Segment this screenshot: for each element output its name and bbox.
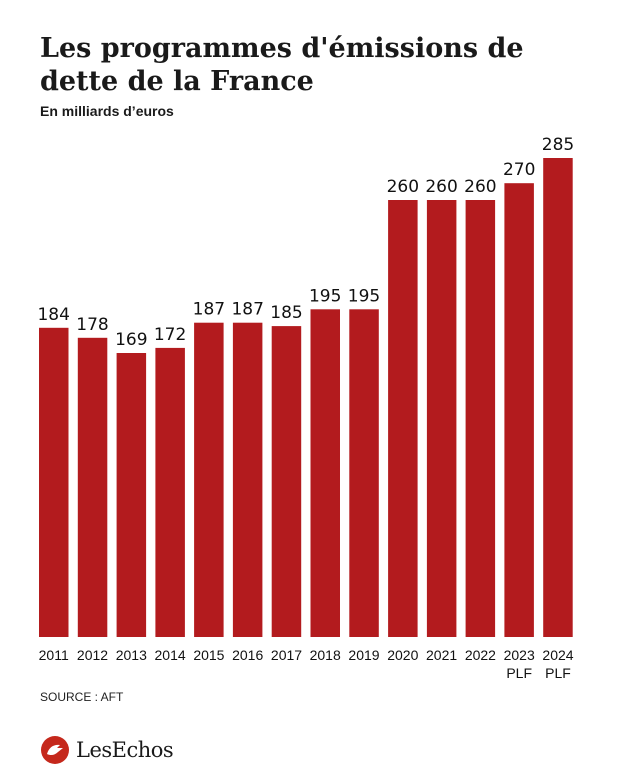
value-label-2018: 195 [309, 286, 341, 306]
bar-2020 [388, 200, 418, 637]
tick-label-2017: 2017 [271, 647, 302, 663]
les-echos-emblem-icon [41, 736, 69, 764]
bar-2021 [426, 200, 457, 637]
tick-label-2018: 2018 [310, 647, 341, 663]
tick-label-2014: 2014 [155, 647, 186, 663]
bar-2022 [465, 200, 496, 637]
bars-group [39, 158, 573, 637]
bar-chart: 184 178 169 172 187 187 185 195 195 260 260 260 270 2… [37, 135, 574, 681]
tick-label-2022: 2022 [465, 647, 496, 663]
value-label-2015: 187 [193, 300, 225, 320]
bar-2016 [232, 322, 263, 637]
value-label-2016: 187 [231, 300, 263, 320]
bar-2013 [116, 353, 147, 637]
tick-label-2016: 2016 [232, 647, 263, 663]
brand-logo: LesEchos [40, 733, 174, 767]
value-label-2024: 285 [542, 135, 574, 155]
bar-2018 [310, 309, 340, 637]
chart-title: Les programmes d'émissions de dette de l… [40, 33, 524, 97]
value-label-2013: 169 [115, 330, 147, 350]
bar-2023 [504, 183, 534, 637]
tick-label-2015: 2015 [193, 647, 224, 663]
value-label-2019: 195 [348, 286, 380, 306]
tick-label-2024: 2024 [542, 647, 573, 663]
tick-label-2012: 2012 [77, 647, 108, 663]
tick-label-2020: 2020 [387, 647, 418, 663]
tick-label-2019: 2019 [348, 647, 379, 663]
value-label-2011: 184 [37, 305, 69, 325]
tick-label-2023: 2023 [504, 647, 535, 663]
tick-sublabel-2023: PLF [506, 665, 532, 681]
bar-2019 [349, 309, 379, 637]
bar-2017 [271, 326, 302, 637]
bar-2015 [194, 322, 224, 637]
bar-2011 [39, 327, 69, 637]
brand-wordmark: LesEchos [76, 738, 174, 762]
value-label-2017: 185 [270, 303, 302, 323]
tick-label-2021: 2021 [426, 647, 457, 663]
tick-label-2011: 2011 [39, 647, 69, 663]
tick-label-2013: 2013 [116, 647, 147, 663]
tick-labels-group: 2011 2012 2013 2014 2015 2016 2017 2018 2019 2020… [39, 647, 574, 681]
chart-subtitle: En milliards d’euros [40, 103, 174, 119]
source-note: SOURCE : AFT [40, 690, 124, 704]
bar-2014 [155, 347, 185, 637]
value-label-2020: 260 [387, 177, 419, 197]
value-label-2023: 270 [503, 160, 535, 180]
value-label-2012: 178 [76, 315, 108, 335]
value-label-2014: 172 [154, 325, 186, 345]
tick-sublabel-2024: PLF [545, 665, 571, 681]
bar-2024 [543, 158, 573, 637]
value-labels-group: 184 178 169 172 187 187 185 195 195 260 260 260 270 2… [37, 135, 574, 350]
value-label-2022: 260 [464, 177, 496, 197]
value-label-2021: 260 [425, 177, 457, 197]
bar-2012 [77, 337, 108, 637]
